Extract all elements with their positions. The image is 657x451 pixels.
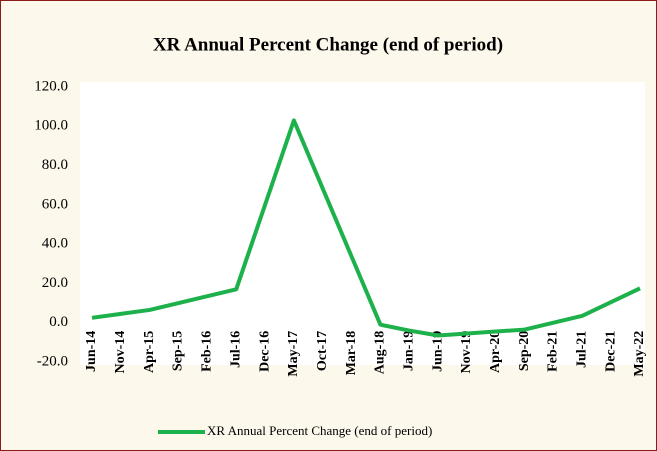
chart-title: XR Annual Percent Change (end of period) [153, 34, 503, 55]
x-tick-label: Dec-16 [257, 331, 272, 372]
x-tick-label: May-22 [632, 331, 647, 377]
y-tick-label: 40.0 [42, 236, 68, 252]
x-tick-label: Mar-18 [344, 331, 359, 376]
x-tick-label: Jan-19 [401, 331, 416, 371]
y-tick-label: -20.0 [37, 353, 68, 369]
x-tick-label: Feb-16 [200, 331, 215, 372]
x-tick-label: Feb-21 [546, 331, 561, 372]
x-tick-label: Sep-15 [171, 331, 186, 371]
y-tick-label: 80.0 [42, 157, 68, 173]
x-tick-label: Jun-19 [430, 331, 445, 372]
plot-area [80, 82, 645, 365]
x-tick-label: Apr-15 [142, 331, 157, 373]
y-tick-label: 0.0 [49, 314, 68, 330]
x-tick-label: Nov-19 [459, 331, 474, 374]
x-tick-label: Jun-14 [84, 331, 99, 372]
x-tick-label: Dec-21 [603, 331, 618, 372]
x-tick-label: Aug-18 [373, 331, 388, 375]
y-tick-label: 120.0 [34, 78, 68, 94]
legend-label: XR Annual Percent Change (end of period) [207, 423, 432, 438]
x-tick-label: Apr-20 [488, 331, 503, 373]
x-tick-label: Nov-14 [113, 331, 128, 374]
x-tick-label: Sep-20 [517, 331, 532, 371]
x-tick-label: Jul-21 [575, 331, 590, 368]
y-tick-label: 100.0 [34, 118, 68, 134]
data-line [91, 118, 641, 338]
y-tick-label: 60.0 [42, 196, 68, 212]
x-tick-label: Oct-17 [315, 331, 330, 371]
x-tick-label: May-17 [286, 331, 301, 377]
y-tick-label: 20.0 [42, 275, 68, 291]
x-tick-label: Jul-16 [228, 331, 243, 368]
